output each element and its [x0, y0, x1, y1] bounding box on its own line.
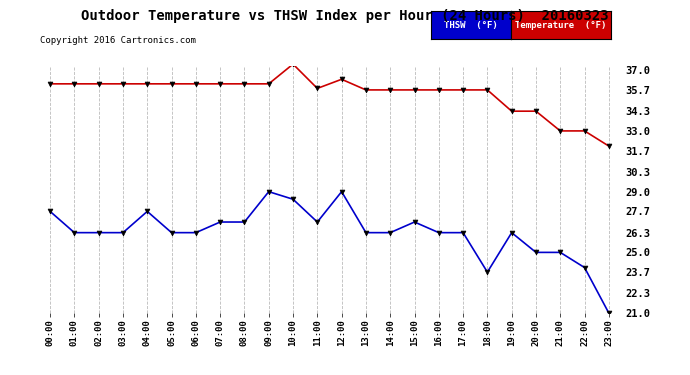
Text: Temperature  (°F): Temperature (°F) — [515, 21, 607, 30]
Text: THSW  (°F): THSW (°F) — [444, 21, 497, 30]
Text: Outdoor Temperature vs THSW Index per Hour (24 Hours)  20160323: Outdoor Temperature vs THSW Index per Ho… — [81, 9, 609, 23]
Text: Copyright 2016 Cartronics.com: Copyright 2016 Cartronics.com — [40, 36, 196, 45]
